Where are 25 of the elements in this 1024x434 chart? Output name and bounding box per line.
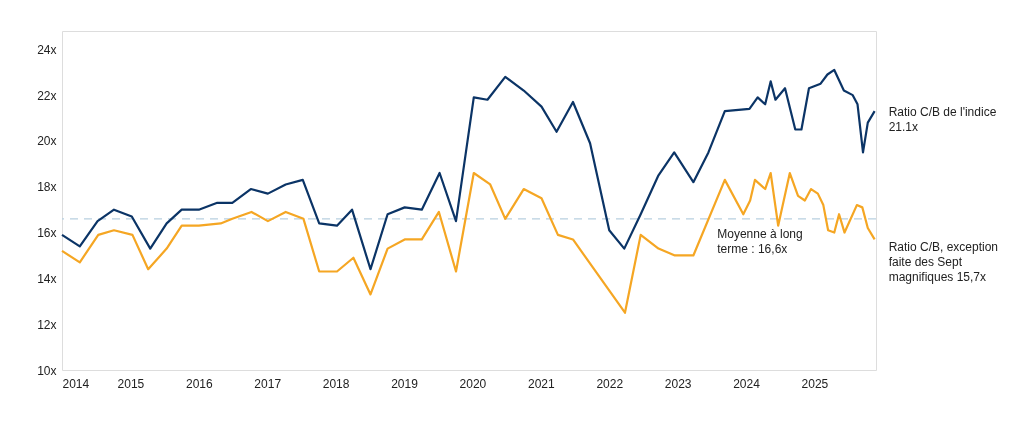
- y-tick-label: 16x: [37, 226, 57, 241]
- x-tick-label: 2021: [527, 376, 555, 391]
- y-tick-label: 20x: [37, 134, 57, 149]
- y-tick-label: 24x: [37, 42, 57, 57]
- x-tick-label: 2014: [62, 376, 90, 391]
- y-tick-label: 22x: [37, 88, 57, 103]
- x-tick-label: 2025: [801, 376, 829, 391]
- x-tick-label: 2017: [254, 376, 282, 391]
- y-tick-label: 18x: [37, 180, 57, 195]
- x-tick-label: 2018: [322, 376, 350, 391]
- x-tick-label: 2023: [664, 376, 692, 391]
- x-tick-label: 2016: [185, 376, 213, 391]
- y-tick-label: 14x: [37, 271, 57, 286]
- series-label: Ratio C/B, exception faite des Sept magnifiques 15,7x: [888, 240, 999, 285]
- ref-line-label: Moyenne à long terme : 16,6x: [717, 226, 803, 256]
- x-tick-label: 2024: [733, 376, 761, 391]
- y-tick-label: 12x: [37, 317, 57, 332]
- series-label: Ratio C/B de l'indice 21.1x: [888, 105, 997, 135]
- x-tick-label: 2020: [459, 376, 487, 391]
- x-tick-label: 2019: [391, 376, 419, 391]
- line-series: [60, 171, 876, 314]
- line-series: [60, 68, 876, 271]
- x-tick-label: 2015: [117, 376, 145, 391]
- y-tick-label: 10x: [37, 363, 57, 378]
- x-tick-label: 2022: [596, 376, 624, 391]
